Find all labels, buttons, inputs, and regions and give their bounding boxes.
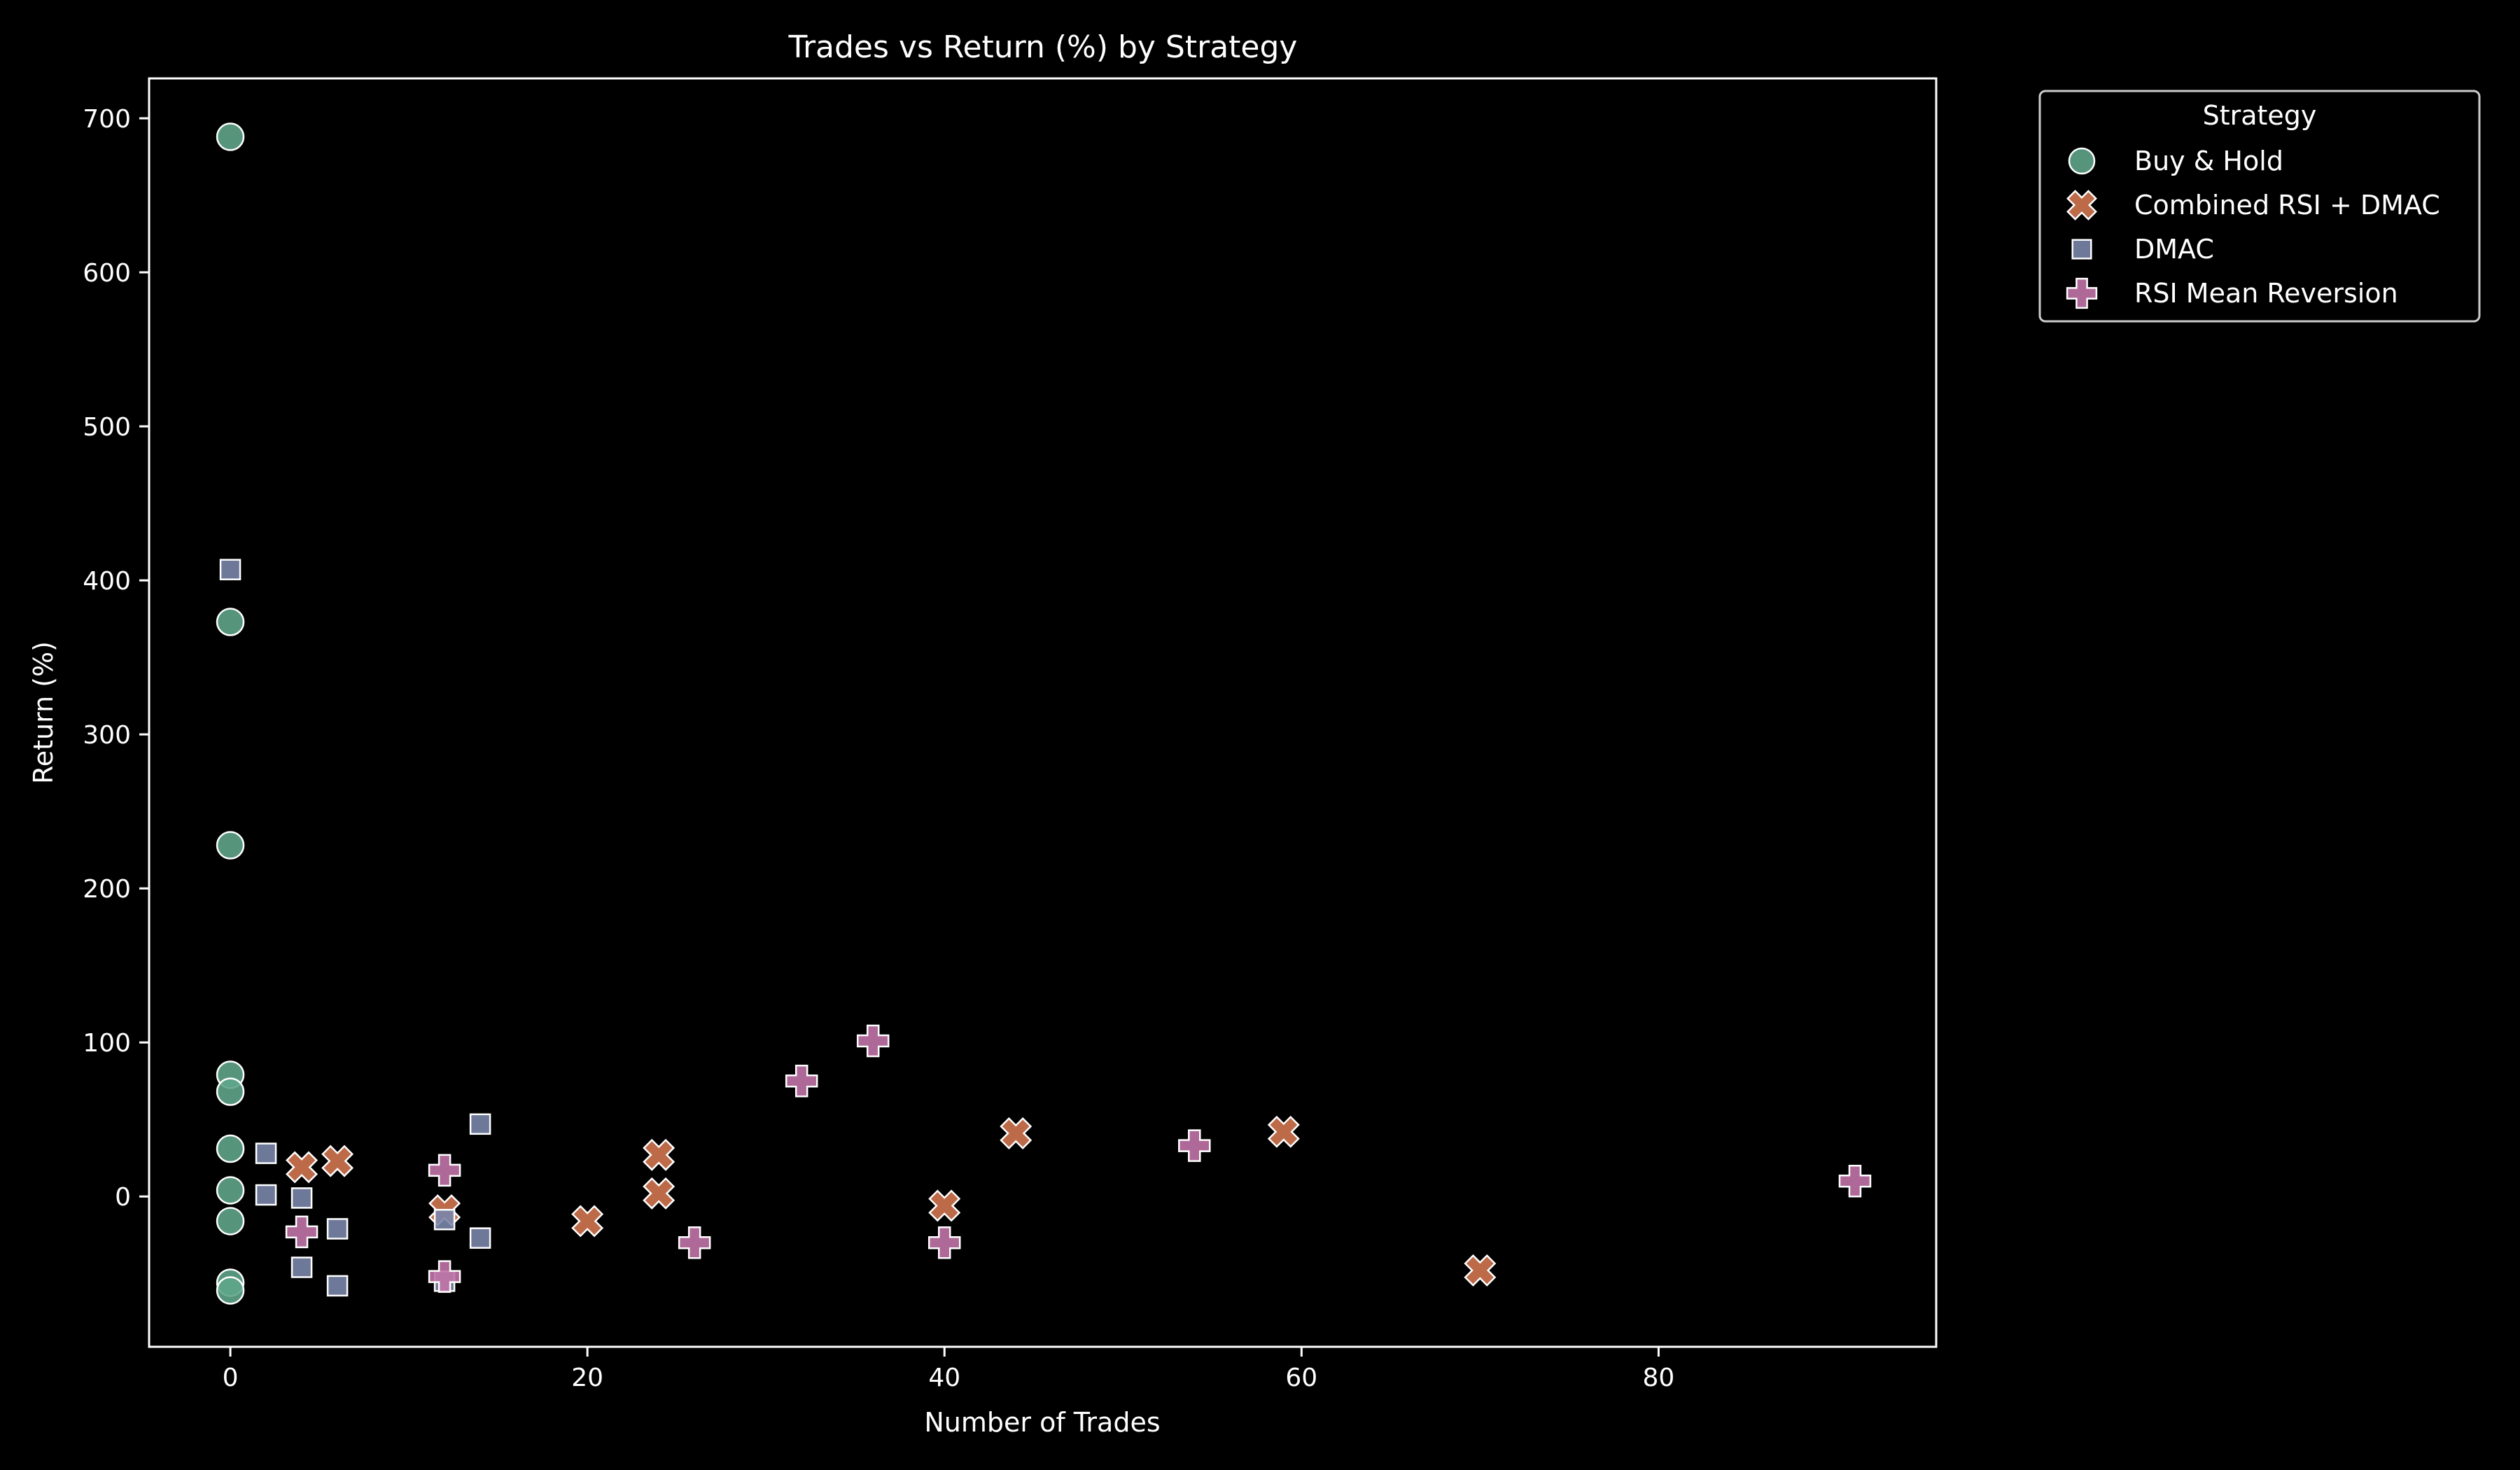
data-point-buy-hold [216,1276,245,1305]
data-point-combined-rsi-dmac [1464,1254,1497,1287]
data-point-rsi-mean-reversion [856,1024,890,1058]
data-point-combined-rsi-dmac [1267,1115,1300,1148]
x-tick-label: 20 [571,1364,603,1392]
legend-label-combined-rsi-dmac: Combined RSI + DMAC [2134,190,2440,220]
legend-box [2038,90,2481,323]
data-point-rsi-mean-reversion [785,1064,818,1098]
data-point-combined-rsi-dmac [1000,1117,1032,1150]
chart-title: Trades vs Return (%) by Strategy [788,29,1298,65]
x-tick-label: 0 [223,1364,239,1392]
data-point-buy-hold [216,1134,245,1163]
data-point-buy-hold [216,608,245,636]
data-point-combined-rsi-dmac [321,1144,354,1177]
y-tick-label: 600 [83,259,131,288]
data-point-buy-hold [216,831,245,860]
legend-marker-dmac [2071,239,2092,260]
x-tick-label: 80 [1642,1364,1674,1392]
data-point-buy-hold [216,1176,245,1205]
data-points [216,122,1872,1305]
y-tick-label: 300 [83,721,131,750]
data-point-buy-hold [216,1077,245,1106]
data-point-combined-rsi-dmac [571,1205,604,1238]
data-point-combined-rsi-dmac [643,1138,676,1171]
data-point-dmac [255,1184,277,1206]
x-tick-label: 60 [1285,1364,1317,1392]
data-point-dmac [326,1218,349,1240]
y-axis-label: Return (%) [28,641,59,784]
plot-frame [148,77,1938,1348]
data-point-rsi-mean-reversion [678,1226,711,1259]
legend-marker-buy-hold [2068,147,2096,175]
data-point-dmac [469,1113,491,1135]
data-point-dmac [326,1275,349,1297]
y-tick-label: 0 [115,1183,131,1212]
y-tick-label: 700 [83,105,131,134]
data-point-combined-rsi-dmac [643,1177,676,1210]
data-point-dmac [255,1142,277,1164]
data-point-dmac [469,1227,491,1249]
x-tick-label: 40 [928,1364,960,1392]
y-tick-label: 200 [83,875,131,904]
legend-marker-rsi-mean-reversion [2066,277,2098,309]
y-tick-label: 400 [83,567,131,596]
data-point-rsi-mean-reversion [927,1226,961,1259]
legend-title: Strategy [2203,100,2317,131]
data-point-rsi-mean-reversion [428,1154,461,1187]
legend-label-rsi-mean-reversion: RSI Mean Reversion [2134,278,2398,309]
x-axis-label: Number of Trades [924,1407,1160,1438]
data-point-dmac [219,559,241,580]
data-point-combined-rsi-dmac [928,1189,961,1222]
legend-marker-combined-rsi-dmac [2066,190,2097,220]
legend-label-buy-hold: Buy & Hold [2134,146,2283,176]
data-point-dmac [290,1187,313,1209]
y-tick-label: 100 [83,1029,131,1058]
legend-label-dmac: DMAC [2134,234,2214,265]
data-point-rsi-mean-reversion [1838,1164,1872,1198]
data-point-combined-rsi-dmac [286,1151,318,1184]
data-point-rsi-mean-reversion [285,1215,318,1249]
y-tick-label: 500 [83,413,131,442]
data-point-buy-hold [216,1207,245,1236]
data-point-dmac [433,1208,456,1231]
data-point-buy-hold [216,122,245,151]
data-point-dmac [290,1256,313,1278]
axes: 0 20 40 60 80 0 100 200 300 400 500 600 700 [83,77,1938,1392]
data-point-rsi-mean-reversion [1178,1129,1211,1162]
legend: Strategy Buy & Hold Combined RSI + DMAC DMA… [2038,90,2481,323]
data-point-rsi-mean-reversion [428,1260,461,1293]
